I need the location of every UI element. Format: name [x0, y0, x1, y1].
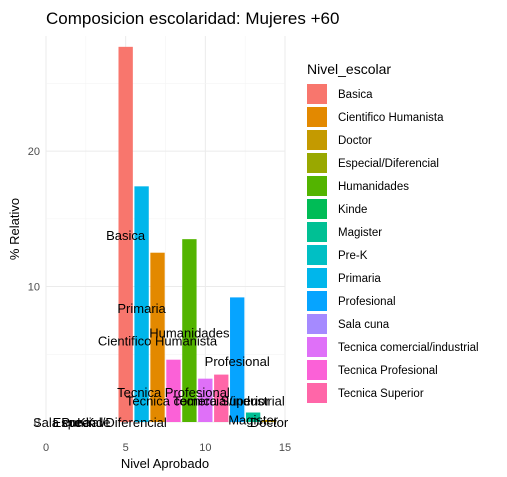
bar-tecnica-comercial-industrial: [198, 378, 213, 422]
legend-key: [307, 176, 327, 196]
legend-key: [307, 291, 327, 311]
gridlines: [45, 36, 286, 423]
legend-key: [307, 268, 327, 288]
bar-tecnica-superior: [214, 374, 229, 422]
bars: [118, 46, 277, 423]
legend-key: [307, 199, 327, 219]
chart-title: Composicion escolaridad: Mujeres +60: [46, 9, 339, 28]
legend-label: Kinde: [338, 204, 367, 216]
bar-label: Tecnica Profesional: [117, 385, 230, 400]
x-tick-label: 15: [279, 442, 291, 454]
legend-label: Humanidades: [338, 181, 409, 193]
bar-profesional: [230, 297, 245, 422]
legend-key: [307, 84, 327, 104]
x-tick-label: 10: [199, 442, 211, 454]
legend-key: [307, 314, 327, 334]
x-axis-title: Nivel Aprobado: [121, 456, 209, 471]
bar-label: Humanidades: [149, 326, 230, 341]
legend-key: [307, 360, 327, 380]
legend-label: Tecnica Superior: [338, 388, 424, 400]
legend-label: Magister: [338, 227, 382, 239]
bar-labels: Basica Primaria Cientifico Humanista Tecnic…: [33, 228, 289, 430]
x-axis-ticks: 0 5 10 15: [43, 442, 291, 454]
legend-label: Cientifico Humanista: [338, 112, 444, 124]
bar-label: Tecnica Superior: [173, 393, 270, 408]
legend-label: Basica: [338, 89, 373, 101]
bar-label: Magister: [228, 412, 279, 427]
bar-label: Profesional: [205, 354, 270, 369]
bar-humanidades: [182, 239, 197, 422]
legend-label: Tecnica Profesional: [338, 365, 438, 377]
bar-label: Pre-K: [61, 415, 95, 430]
bar-label: Doctor: [250, 415, 289, 430]
x-tick-label: 5: [123, 442, 129, 454]
legend-key: [307, 245, 327, 265]
legend-label: Primaria: [338, 273, 381, 285]
y-tick-label: 10: [28, 282, 40, 294]
bar-cientifico-humanista: [150, 252, 165, 422]
bar-label: Especial/Diferencial: [53, 415, 167, 430]
y-tick-label: 20: [28, 146, 40, 158]
bar-label: Sala cuna: [33, 415, 92, 430]
legend-key: [307, 383, 327, 403]
legend-title: Nivel_escolar: [307, 61, 391, 77]
bar-label: Primaria: [117, 301, 166, 316]
legend-label: Sala cuna: [338, 319, 390, 331]
bar-doctor: [261, 419, 277, 422]
bar-label: Cientifico Humanista: [98, 334, 218, 349]
bar-tecnica-profesional: [166, 359, 181, 422]
y-axis-ticks: 0 10 20: [28, 146, 40, 429]
legend-key: [307, 130, 327, 150]
y-axis-title: % Relativo: [7, 198, 22, 260]
legend: Nivel_escolar Basica Cientifico Humanista…: [307, 61, 479, 403]
legend-label: Profesional: [338, 296, 396, 308]
legend-key: [307, 153, 327, 173]
legend-label: Especial/Diferencial: [338, 158, 439, 170]
legend-key: [307, 337, 327, 357]
bar-basica: [118, 46, 133, 423]
legend-label: Pre-K: [338, 250, 368, 262]
legend-label: Doctor: [338, 135, 372, 147]
x-tick-label: 0: [43, 442, 49, 454]
bar-primaria: [134, 186, 149, 422]
bar-label: Kinde: [77, 415, 110, 430]
bar-label: Tecnica comercial/industrial: [126, 393, 285, 408]
y-tick-label: 0: [34, 417, 40, 429]
legend-key: [307, 107, 327, 127]
legend-label: Tecnica comercial/industrial: [338, 342, 479, 354]
bar-label: Basica: [106, 228, 146, 243]
legend-key: [307, 222, 327, 242]
bar-magister: [245, 412, 261, 422]
